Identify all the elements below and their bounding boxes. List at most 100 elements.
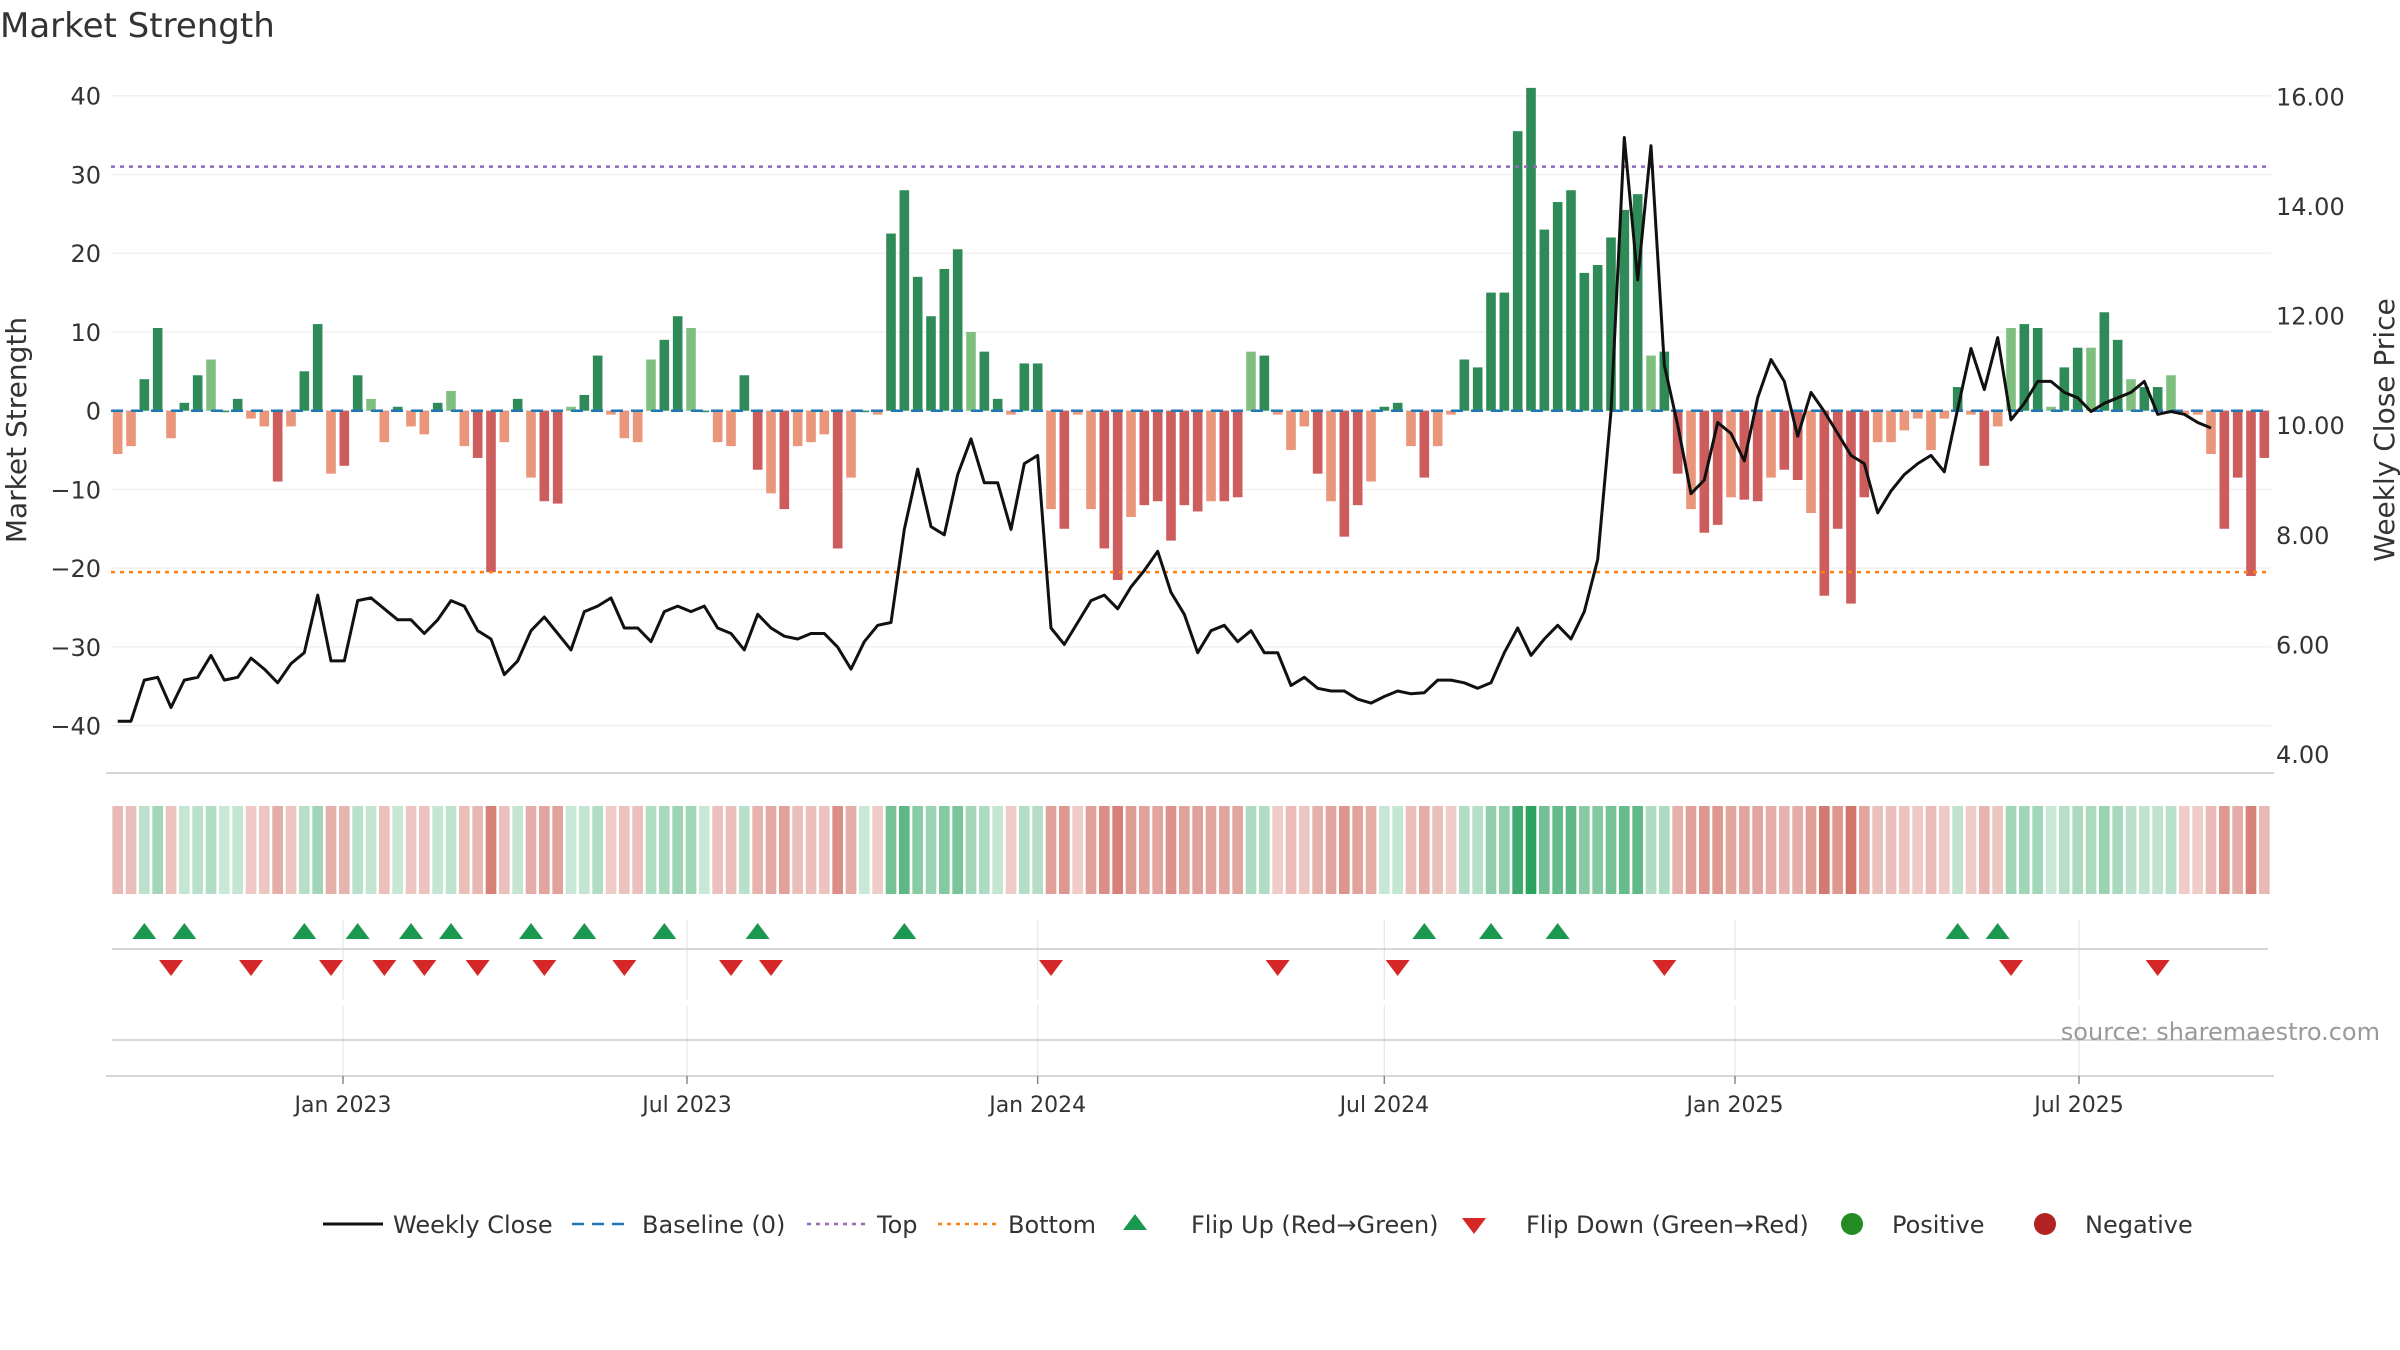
strength-bar <box>939 268 950 411</box>
heat-cell <box>1952 806 1963 894</box>
strength-bar <box>1779 410 1790 470</box>
strength-bar <box>646 359 656 411</box>
strength-bar <box>499 410 510 443</box>
legend-swatch <box>1462 1218 1486 1234</box>
strength-bars <box>112 87 2270 604</box>
heat-cell <box>885 806 897 894</box>
strength-bar <box>1872 410 1883 443</box>
strength-bar <box>1819 410 1830 596</box>
strength-bar <box>1192 410 1203 512</box>
heat-cell <box>1725 806 1737 894</box>
heat-cell <box>1979 806 1990 894</box>
strength-bar <box>1712 410 1723 525</box>
flip-down-marker <box>1039 960 1063 976</box>
strength-bar <box>1726 410 1736 498</box>
strength-bar <box>1539 229 1550 411</box>
flip-down-marker <box>1265 960 1290 976</box>
heat-cell <box>2112 806 2123 894</box>
strength-bar <box>1366 410 1376 482</box>
strength-bar <box>2166 375 2176 411</box>
strength-bar <box>1766 410 1776 478</box>
heat-cell <box>1579 806 1590 894</box>
flip-down-marker <box>412 960 437 976</box>
heat-cell <box>1219 806 1230 894</box>
heat-cell <box>2059 806 2070 894</box>
flip-down-marker <box>239 960 263 976</box>
heat-cell <box>2032 806 2043 894</box>
heat-cell <box>1392 806 1403 894</box>
heat-cell <box>1592 806 1603 894</box>
heat-cell <box>1072 806 1083 894</box>
heat-cell <box>939 806 950 894</box>
heat-cell <box>1005 806 1017 894</box>
strength-bar <box>1512 131 1523 411</box>
flip-down-marker <box>1999 960 2023 976</box>
strength-bar <box>739 375 750 411</box>
strength-bar <box>1046 410 1056 510</box>
strength-bar <box>2072 347 2083 411</box>
y-axis-right-ticks: 4.00 6.00 8.00 10.00 12.00 14.00 16.00 <box>2276 83 2345 769</box>
strength-bar <box>486 410 496 573</box>
y-tick-label: 10 <box>70 319 101 347</box>
strength-bar <box>339 410 350 466</box>
strength-bar <box>1659 351 1670 411</box>
heat-cell <box>325 806 337 894</box>
heat-cell <box>605 806 617 894</box>
heat-cell <box>419 806 430 894</box>
flip-up-marker <box>172 923 197 939</box>
flip-down-marker <box>372 960 397 976</box>
strength-bar <box>246 410 256 419</box>
strength-bar <box>1286 410 1296 451</box>
flip-up-marker <box>1545 923 1570 939</box>
heat-cell <box>992 806 1003 894</box>
heat-cell <box>205 806 217 894</box>
heat-cell <box>272 806 283 894</box>
heat-cell <box>1472 806 1483 894</box>
heat-cell <box>912 806 923 894</box>
heat-cell <box>432 806 443 894</box>
y-axis-left-ticks: −40 −30 −20 −10 0 10 20 30 40 <box>50 83 101 741</box>
strength-bar <box>926 316 936 411</box>
heat-cell <box>1152 806 1163 894</box>
heat-cell <box>1939 806 1950 894</box>
strength-bar <box>1152 410 1163 502</box>
strength-bar <box>1526 87 1536 411</box>
strength-bar <box>792 410 803 447</box>
x-tick-label: Jul 2023 <box>640 1093 732 1118</box>
flip-up-marker <box>519 923 543 939</box>
strength-bar <box>192 375 203 411</box>
strength-bar <box>1926 410 1936 451</box>
strength-bar <box>1219 410 1230 502</box>
y-tick-label: 0 <box>86 398 101 426</box>
strength-bar <box>1579 272 1590 411</box>
legend-label: Baseline (0) <box>642 1211 785 1239</box>
heat-cell <box>565 806 577 894</box>
heat-cell <box>579 806 590 894</box>
flip-up-marker <box>1479 923 1503 939</box>
heat-cell <box>979 806 990 894</box>
heat-cell <box>725 806 737 894</box>
heat-cell <box>392 806 403 894</box>
heat-cell <box>1872 806 1883 894</box>
heat-cell <box>1645 806 1657 894</box>
strength-bar <box>1139 410 1150 506</box>
strength-bar <box>2032 328 2043 411</box>
x-tick-label: Jul 2025 <box>2032 1093 2124 1118</box>
heat-cell <box>752 806 763 894</box>
heat-cell <box>632 806 643 894</box>
strength-bar <box>1992 410 2003 427</box>
heat-cell <box>2219 806 2230 894</box>
strength-bar <box>1499 292 1510 411</box>
strength-bar <box>1619 209 1630 411</box>
heat-cell <box>1445 806 1457 894</box>
heat-cell <box>352 806 363 894</box>
strength-bar <box>1272 410 1283 415</box>
heat-cell <box>1765 806 1777 894</box>
y-tick-label: −30 <box>50 634 101 662</box>
heat-cell <box>2072 806 2083 894</box>
strength-bar <box>952 249 963 411</box>
heat-cell <box>965 806 977 894</box>
heat-cell <box>192 806 203 894</box>
heat-cell <box>712 806 723 894</box>
strength-bar <box>1299 410 1310 427</box>
